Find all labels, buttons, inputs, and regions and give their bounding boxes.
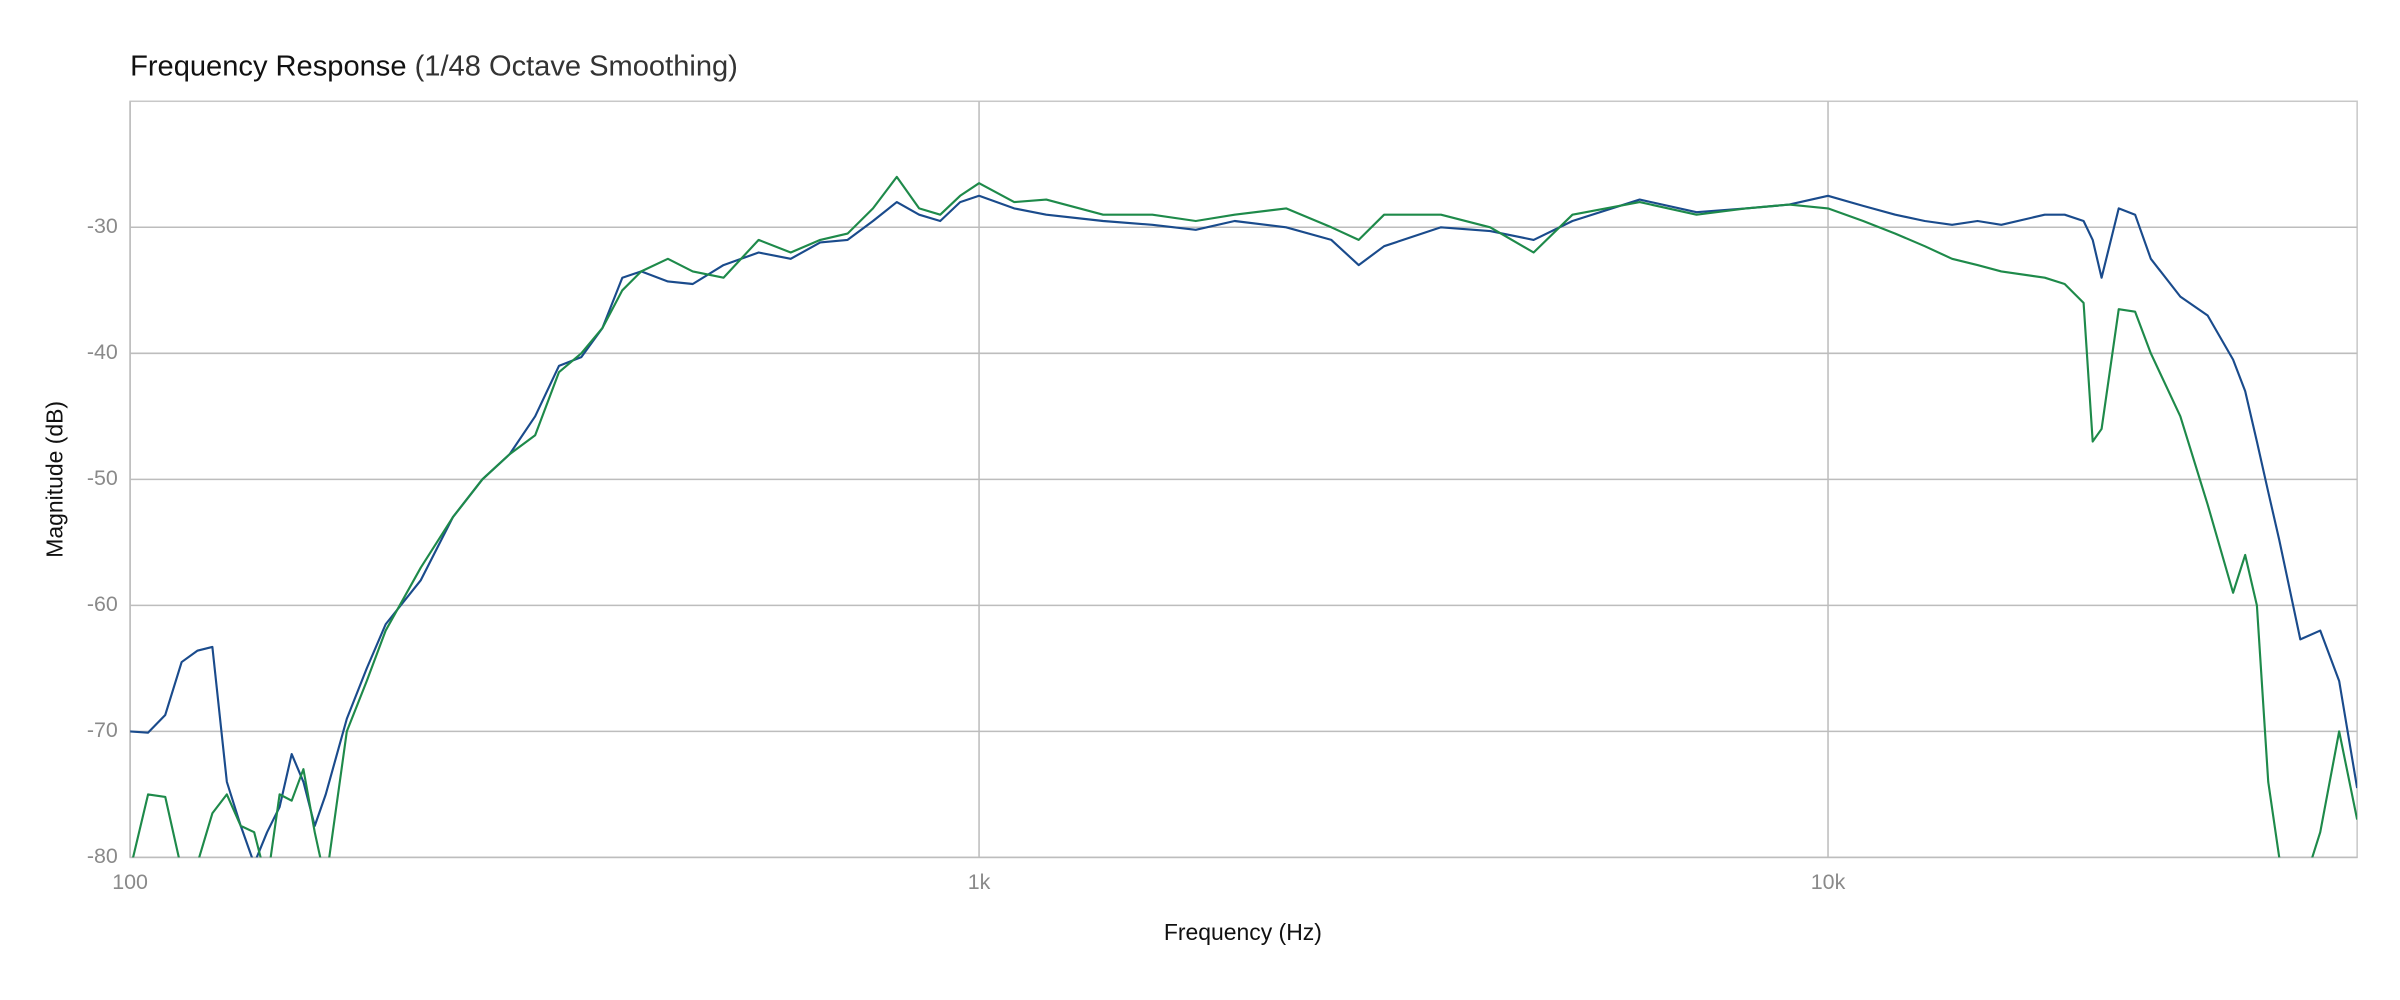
lines [130,175,2358,858]
y-tick-label: -80 [87,844,118,868]
y-tick-label: -30 [87,214,118,238]
y-axis-label: Magnitude (dB) [42,401,68,558]
x-tick-label: 100 [112,870,148,894]
chart-title: Frequency Response (1/48 Octave Smoothin… [130,50,738,82]
series-line [131,175,2358,858]
y-tick-label: -60 [87,592,118,616]
y-tick-label: -40 [87,340,118,364]
series-line [130,194,2358,858]
x-tick-label: 10k [1811,870,1846,894]
title: Frequency Response [130,50,406,82]
x-axis-label: Frequency (Hz) [1164,919,1322,945]
subtitle: (1/48 Octave Smoothing) [415,50,738,82]
y-tick-label: -50 [87,466,118,490]
y-tick-label: -70 [87,718,118,742]
grid [129,101,2358,859]
x-tick-label: 1k [968,870,991,894]
